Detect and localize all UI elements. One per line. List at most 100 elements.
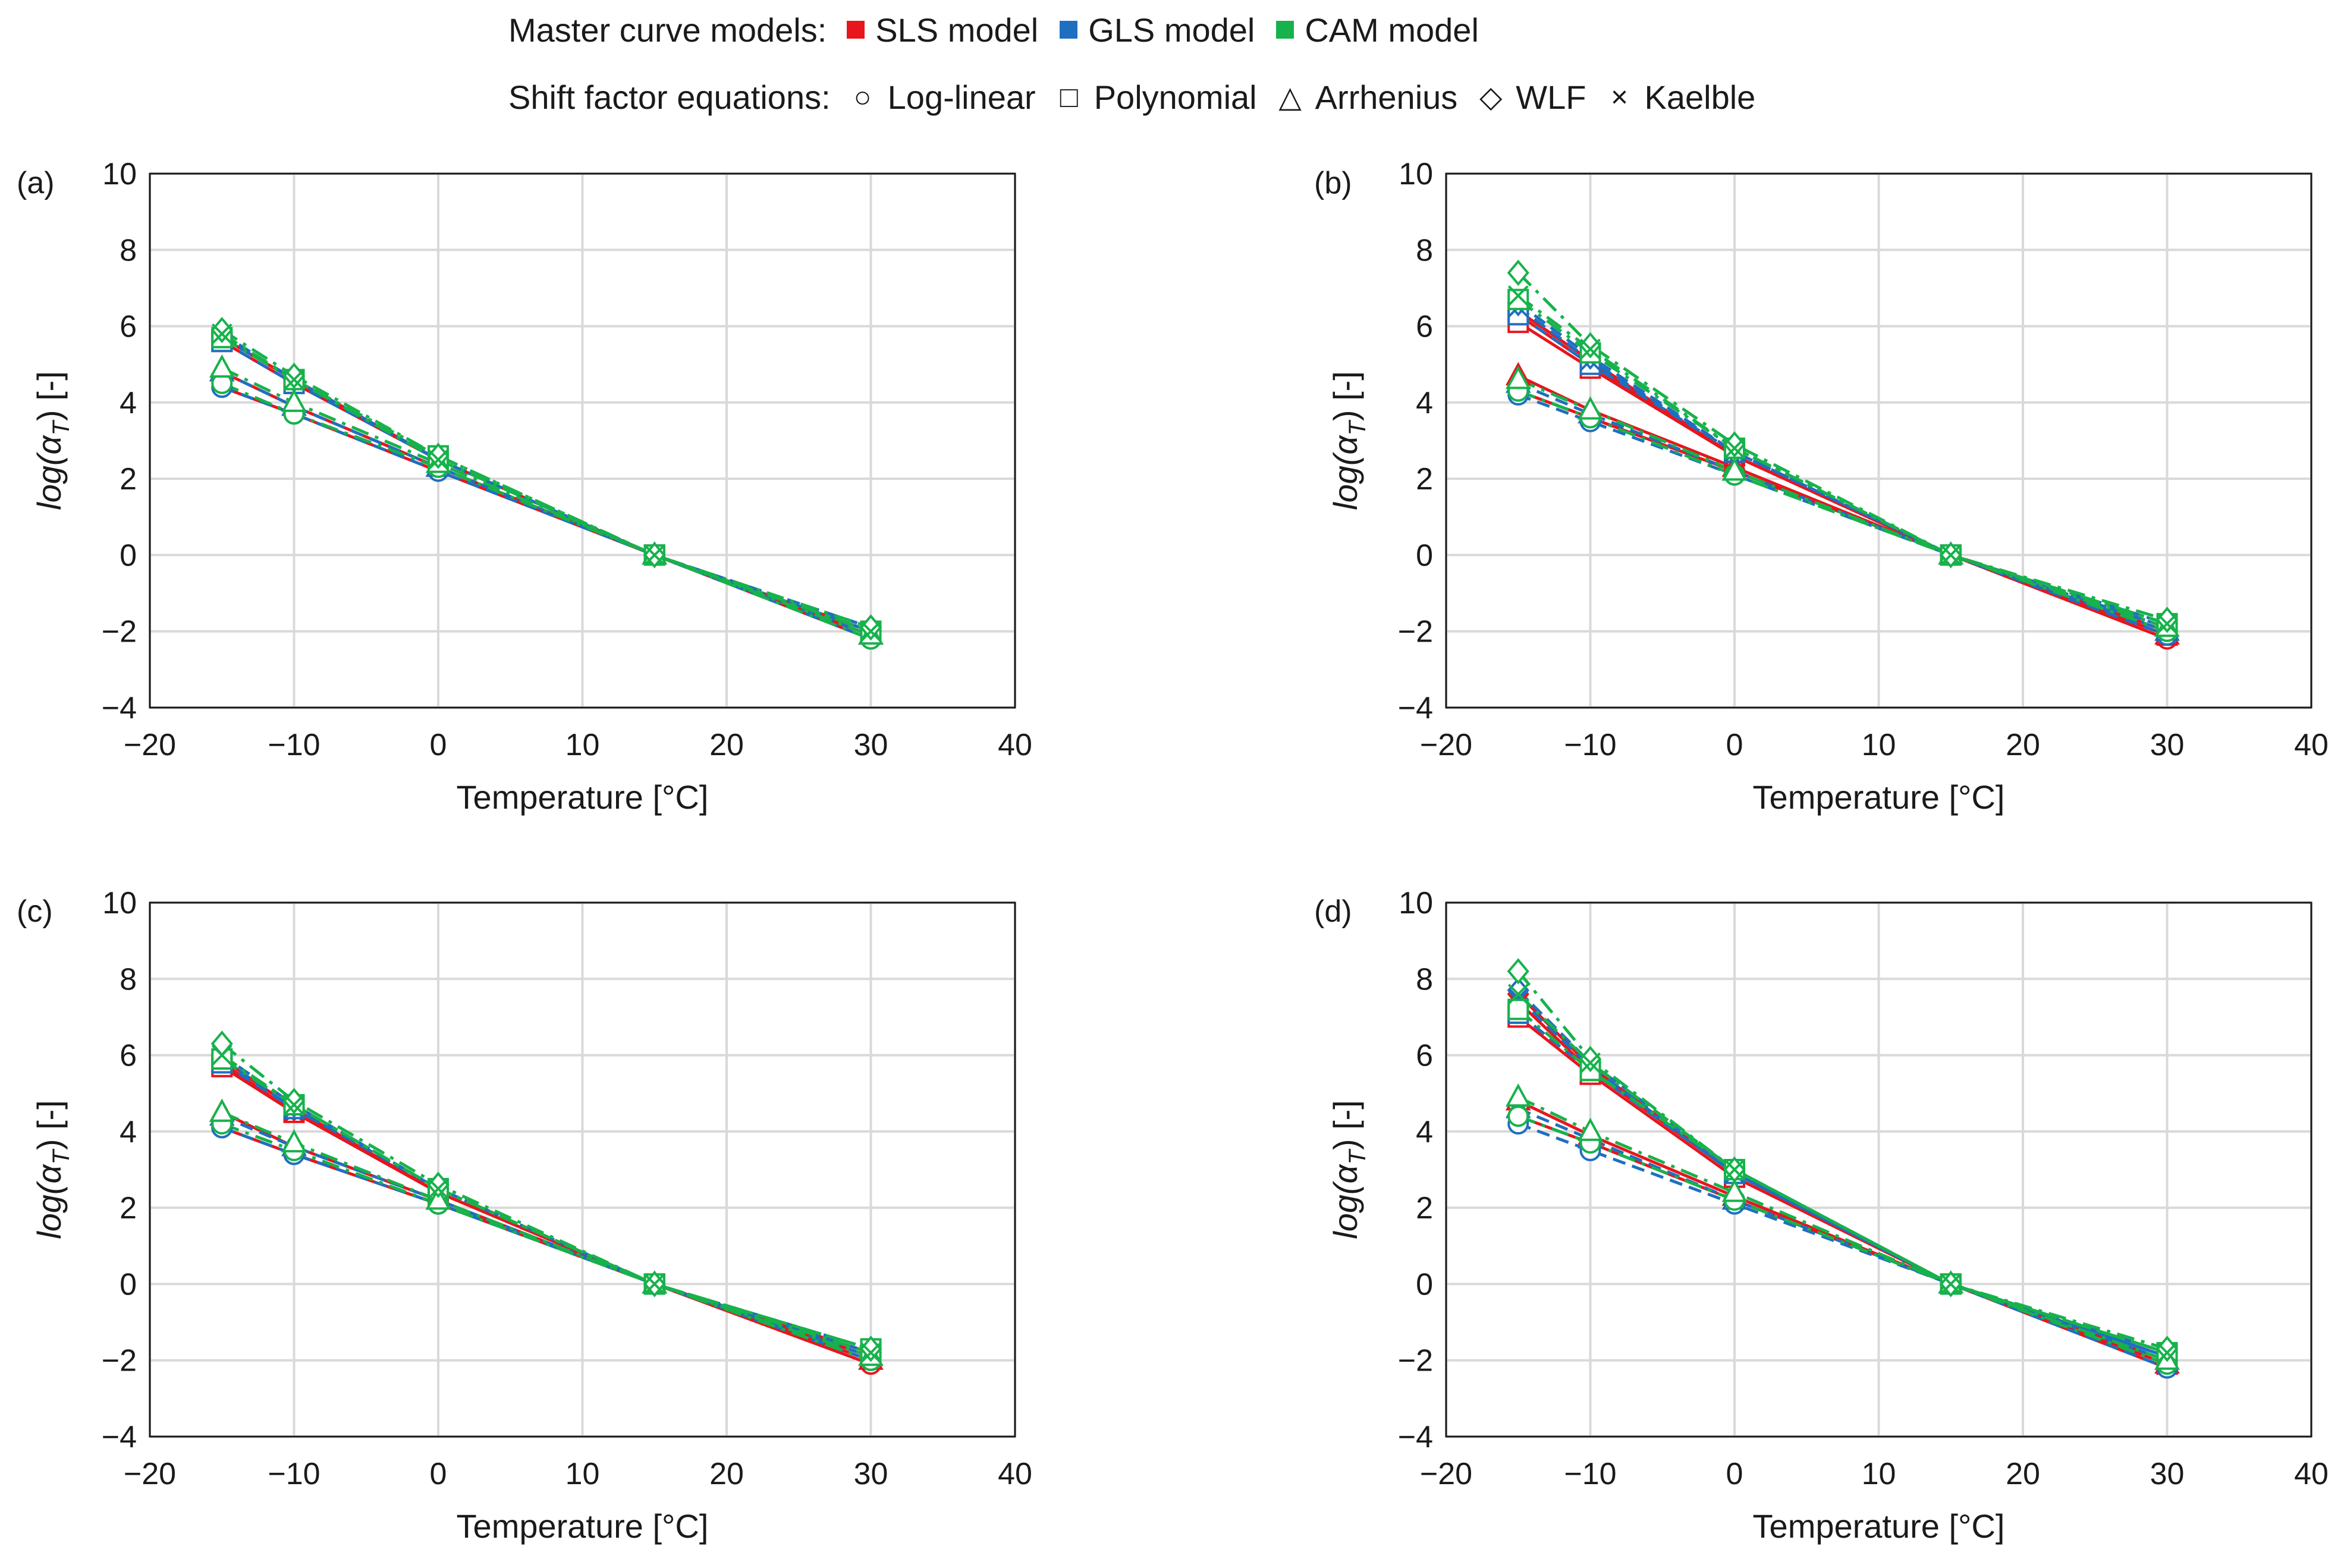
y-tick-label: 0 (120, 538, 137, 573)
y-tick-label: 6 (120, 1039, 137, 1073)
cam-swatch (1276, 21, 1294, 39)
series-markers (209, 316, 884, 650)
series-markers (1505, 259, 2180, 650)
series-markers (1505, 958, 2180, 1379)
legend-wlf-label: WLF (1516, 78, 1586, 116)
legend-entry-cam: CAM model (1276, 11, 1479, 49)
series-line-gls-wlf (1517, 302, 2168, 626)
legend-equations-row: Shift factor equations: ○ Log-linear □ P… (508, 67, 1777, 127)
x-tick-label: 30 (2150, 1457, 2185, 1491)
series-lines (221, 1042, 872, 1366)
legend-entry-sls: SLS model (847, 11, 1038, 49)
series-line-gls-polynomial (1517, 1012, 2168, 1358)
data-point-cross (1940, 545, 1962, 565)
panel-label: (a) (17, 166, 55, 200)
legend-cam-label: CAM model (1305, 11, 1479, 49)
series-line-cam-arrhenius (1517, 1095, 2168, 1362)
panel-label: (b) (1314, 166, 1352, 200)
x-tick-label: −20 (124, 1457, 176, 1491)
series-line-gls-wlf (221, 332, 872, 629)
x-tick-label: −20 (124, 728, 176, 762)
x-tick-label: 0 (430, 1457, 447, 1491)
y-tick-label: 4 (120, 1115, 137, 1149)
chart-panel-4: (d)−20 −10 0 10 20 30 40−4−20246810Temperature… (1314, 886, 2329, 1545)
y-axis-title: log(αT) [-] (30, 1100, 74, 1239)
series-line-gls-wlf (221, 1054, 872, 1350)
series-line-sls-polynomial (1517, 1016, 2168, 1366)
plot-frame (149, 172, 1016, 709)
x-tick-label: 10 (565, 1457, 600, 1491)
legend-entry-gls: GLS model (1060, 11, 1255, 49)
data-point-cross (644, 1274, 665, 1294)
y-tick-label: 8 (120, 233, 137, 268)
data-point-cross (1940, 1274, 1962, 1294)
y-tick-label: 4 (1416, 1115, 1433, 1149)
series-line-cam-polynomial (221, 1057, 872, 1350)
y-tick-label: 10 (1399, 157, 1433, 191)
x-tick-label: 30 (854, 728, 888, 762)
x-tick-label: 0 (1726, 728, 1743, 762)
series-line-sls-wlf (1517, 993, 2168, 1362)
legend-entry-log-linear: ○ Log-linear (851, 78, 1036, 117)
circle-marker-icon: ○ (853, 80, 872, 114)
y-axis-title: log(αT) [-] (1327, 1100, 1371, 1239)
data-point-cross (211, 323, 232, 344)
data-point-cross (2157, 613, 2178, 634)
y-tick-label: −2 (102, 615, 137, 649)
y-tick-label: −4 (102, 691, 137, 725)
data-point-cross (428, 1178, 449, 1199)
data-point-cross (644, 545, 665, 565)
y-tick-label: 8 (1416, 962, 1433, 997)
y-axis-title-end: ) [-] (30, 1100, 68, 1150)
y-axis-title-main: log(α (30, 1163, 68, 1239)
x-tick-label: 30 (854, 1457, 888, 1491)
y-tick-label: 2 (1416, 1191, 1433, 1226)
x-tick-label: 0 (430, 728, 447, 762)
series-line-cam-kaelble (1517, 294, 2168, 626)
y-tick-label: 8 (1416, 233, 1433, 268)
data-point-triangle (1721, 457, 1748, 481)
legend-models-row: Master curve models: SLS model GLS model… (508, 0, 1500, 59)
series-line-sls-polynomial (221, 1065, 872, 1358)
y-tick-label: −2 (1398, 615, 1433, 649)
y-axis-title-end: ) [-] (1327, 1100, 1364, 1150)
x-tick-label: 20 (709, 1457, 744, 1491)
x-tick-label: 40 (2294, 1457, 2329, 1491)
x-tick-label: −20 (1420, 728, 1472, 762)
y-axis-title-main: log(α (1327, 434, 1364, 510)
data-point-triangle (1578, 1117, 1603, 1141)
y-tick-label: 4 (1416, 386, 1433, 420)
x-axis-title: Temperature [°C] (1753, 1507, 2005, 1545)
x-axis-title: Temperature [°C] (457, 778, 709, 816)
data-point-triangle (425, 1186, 451, 1210)
data-point-diamond (1507, 259, 1529, 286)
y-tick-label: 10 (102, 886, 137, 920)
plot-frame (149, 901, 1016, 1438)
x-tick-label: 0 (1726, 1457, 1743, 1491)
x-tick-label: 40 (998, 728, 1032, 762)
square-marker-icon: □ (1060, 80, 1078, 114)
y-axis-title-main: log(α (1327, 1163, 1364, 1239)
legend-models-title: Master curve models: (508, 11, 827, 49)
y-tick-label: 0 (1416, 1267, 1433, 1302)
y-tick-label: 0 (120, 1267, 137, 1302)
legend-arrhenius-label: Arrhenius (1315, 78, 1458, 116)
data-point-triangle (281, 1129, 307, 1153)
series-line-cam-polynomial (221, 336, 872, 633)
y-tick-label: 6 (1416, 1039, 1433, 1073)
y-tick-label: 0 (1416, 538, 1433, 573)
y-tick-label: 10 (102, 157, 137, 191)
series-line-sls-polynomial (221, 340, 872, 633)
series-line-gls-kaelble (221, 1057, 872, 1355)
x-tick-label: 20 (2006, 728, 2040, 762)
series-line-gls-wlf (1517, 989, 2168, 1355)
panel-label: (d) (1314, 894, 1352, 929)
legend-entry-wlf: ◇ WLF (1479, 78, 1586, 117)
x-tick-label: −10 (268, 1457, 320, 1491)
x-tick-label: 30 (2150, 728, 2185, 762)
series-line-cam-wlf (1517, 272, 2168, 621)
data-point-diamond (1507, 958, 1529, 985)
series-lines (221, 328, 872, 640)
y-tick-label: −4 (102, 1420, 137, 1454)
diamond-marker-icon: ◇ (1479, 80, 1503, 114)
